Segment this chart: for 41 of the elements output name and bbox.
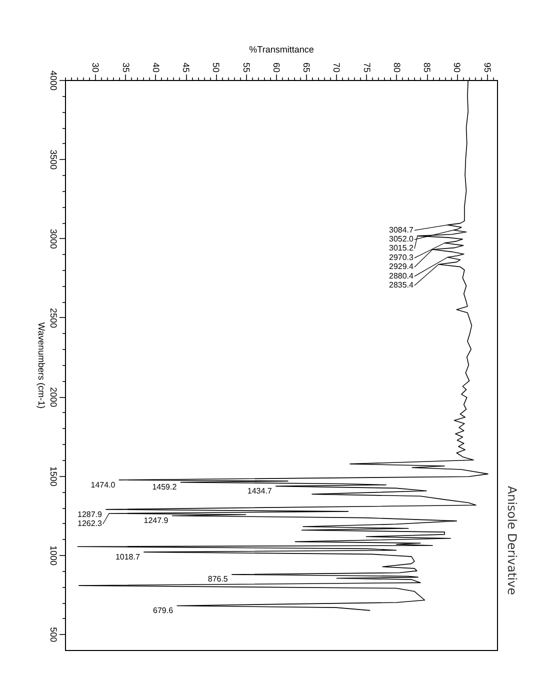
- x-tick-label: 95: [482, 62, 492, 72]
- annotation: 876.5: [208, 574, 228, 584]
- x-axis-title: %Transmittance: [249, 44, 314, 54]
- annotation: 1459.2: [152, 482, 178, 492]
- annotation: 2835.4: [389, 280, 414, 290]
- annotation: 1262.3: [78, 519, 103, 528]
- x-tick-label: 85: [422, 62, 432, 72]
- x-tick-label: 50: [211, 62, 222, 72]
- annotation: 2970.3: [389, 252, 414, 262]
- x-tick-label: 35: [120, 62, 131, 72]
- x-tick-label: 45: [181, 62, 191, 72]
- x-tick-label: 75: [362, 62, 372, 72]
- annotation: 3015.2: [389, 244, 414, 253]
- annotation: 679.6: [153, 606, 174, 616]
- annotation: 1434.7: [247, 486, 272, 496]
- y-tick-label: 3000: [48, 228, 58, 249]
- annotation: 2929.4: [389, 262, 414, 272]
- annotation: 1287.9: [78, 510, 103, 519]
- x-tick-label: 70: [332, 62, 342, 72]
- y-axis-title: Wavenumbers (cm-1): [36, 322, 46, 409]
- x-tick-label: 65: [302, 62, 312, 72]
- text: Anisole Derivative: [505, 486, 519, 595]
- y-tick-label: 3500: [48, 150, 58, 170]
- x-tick-label: 90: [452, 62, 462, 72]
- annotation: 1247.9: [144, 516, 169, 526]
- annotation: 1474.0: [90, 480, 116, 490]
- y-tick-label: 4000: [48, 70, 58, 91]
- annotation: 2880.4: [389, 271, 414, 280]
- x-tick-label: 55: [241, 62, 252, 72]
- annotation: 3084.7: [389, 225, 414, 234]
- x-tick-label: 30: [90, 62, 101, 72]
- x-tick-label: 40: [150, 62, 161, 72]
- y-tick-label: 2000: [48, 387, 58, 408]
- y-tick-label: 1500: [48, 466, 58, 486]
- annotation: 3052.0: [389, 234, 414, 244]
- x-tick-label: 60: [271, 62, 282, 72]
- y-tick-label: 500: [48, 627, 58, 642]
- y-tick-label: 2500: [48, 308, 58, 328]
- y-tick-label: 1000: [48, 545, 58, 566]
- x-tick-label: 80: [392, 62, 402, 72]
- annotation: 1018.7: [115, 552, 140, 562]
